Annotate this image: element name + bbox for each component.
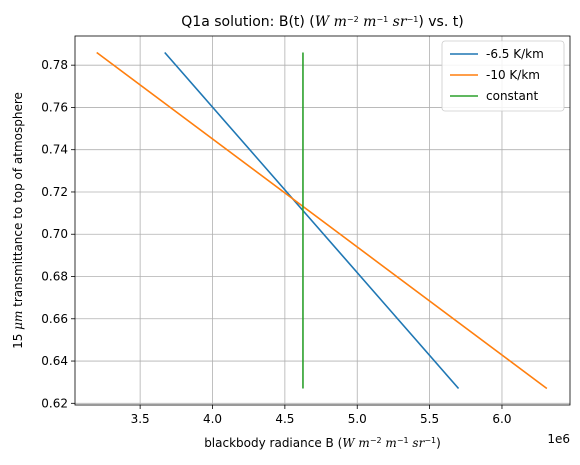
label-part: m	[382, 436, 397, 450]
y-tick-label: 0.78	[41, 58, 68, 72]
label-part: μm	[11, 311, 25, 330]
x-tick-label: 6.0	[492, 412, 511, 426]
label-part: sr	[388, 14, 408, 30]
x-tick-label: 4.0	[203, 412, 222, 426]
chart-title: Q1a solution: B(t) (W m−2 m−1 sr−1) vs. …	[181, 14, 463, 30]
x-axis-ticks: 3.5 4.0 4.5 5.0 5.5 6.0	[131, 405, 512, 426]
label-part: −1	[376, 15, 388, 24]
label-part: −1	[397, 436, 409, 445]
label-part: m	[359, 14, 377, 30]
y-tick-label: 0.68	[41, 270, 68, 284]
plot-frame	[74, 35, 571, 406]
series-layer	[96, 51, 548, 390]
y-tick-label: 0.70	[41, 227, 68, 241]
legend-entry: -6.5 K/km	[486, 47, 544, 61]
y-tick-label: 0.62	[41, 396, 68, 410]
label-part: W	[342, 436, 356, 450]
y-tick-label: 0.74	[41, 143, 68, 157]
legend-entry: constant	[486, 89, 538, 103]
x-tick-label: 5.0	[348, 412, 367, 426]
y-tick-label: 0.64	[41, 354, 68, 368]
label-part: ) vs. t)	[418, 14, 463, 30]
label-part: −1	[424, 436, 436, 445]
legend: -6.5 K/km -10 K/km constant	[441, 40, 565, 112]
legend-entry: -10 K/km	[486, 68, 540, 82]
series-line	[96, 51, 548, 390]
x-tick-label: 5.5	[420, 412, 439, 426]
label-part: Q1a solution: B(t) (	[181, 14, 315, 30]
label-part: sr	[409, 436, 426, 450]
y-axis-ticks: 0.62 0.64 0.66 0.68 0.70 0.72 0.74 0.76 0.78	[41, 58, 75, 410]
y-tick-label: 0.76	[41, 100, 68, 114]
label-part: −1	[407, 15, 419, 24]
x-tick-label: 3.5	[131, 412, 150, 426]
label-part: m	[355, 436, 370, 450]
label-part: 15	[11, 330, 25, 349]
x-tick-label: 4.5	[275, 412, 294, 426]
series-line	[164, 51, 460, 390]
label-part: m	[329, 14, 347, 30]
label-part: −2	[347, 15, 359, 24]
x-axis-label: blackbody radiance B (W m−2 m−1 sr−1)	[204, 436, 441, 451]
label-part: transmittance to top of atmosphere	[11, 92, 25, 311]
label-part: W	[315, 14, 331, 30]
label-part: −2	[370, 436, 382, 445]
label-part: )	[436, 436, 441, 450]
y-tick-label: 0.72	[41, 185, 68, 199]
x-axis-offset-text: 1e6	[547, 432, 570, 446]
legend-frame	[441, 40, 565, 112]
y-tick-label: 0.66	[41, 312, 68, 326]
label-part: blackbody radiance B (	[204, 436, 342, 450]
y-axis-label: 15 μm transmittance to top of atmosphere	[11, 92, 25, 349]
